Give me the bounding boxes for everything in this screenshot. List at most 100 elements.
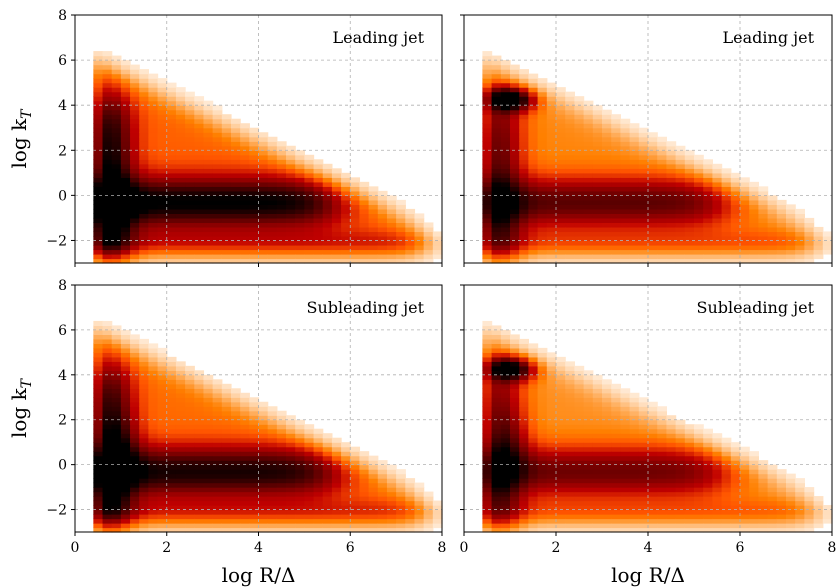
heatmap-cell [786, 514, 796, 520]
heatmap-cell [341, 500, 351, 506]
heatmap-cell [240, 204, 250, 210]
heatmap-cell [194, 514, 205, 520]
heatmap-cell [675, 231, 686, 237]
heatmap-cell [148, 347, 159, 353]
heatmap-cell [295, 482, 305, 488]
heatmap-cell [212, 487, 223, 493]
heatmap-cell [377, 249, 388, 255]
heatmap-cell [350, 464, 361, 470]
heatmap-cell [620, 177, 631, 183]
heatmap-cell [684, 460, 695, 466]
heatmap-cell [313, 469, 324, 475]
heatmap-cell [684, 217, 695, 224]
heatmap-cell [377, 469, 388, 475]
heatmap-cell [721, 455, 732, 461]
heatmap-cell [482, 78, 493, 84]
heatmap-cell [767, 491, 778, 497]
heatmap-cell [240, 397, 250, 403]
heatmap-cell [148, 451, 159, 457]
heatmap-cell [203, 208, 214, 214]
heatmap-cell [556, 379, 566, 385]
heatmap-cell [148, 190, 159, 196]
heatmap-cell [185, 141, 195, 147]
heatmap-cell [546, 361, 557, 367]
heatmap-cell [546, 172, 557, 178]
heatmap-cell [276, 419, 287, 425]
heatmap-cell [240, 482, 250, 488]
heatmap-cell [295, 199, 305, 205]
heatmap-cell [276, 253, 287, 260]
heatmap-cell [648, 401, 658, 407]
heatmap-cell [166, 249, 177, 255]
heatmap-cell [230, 258, 241, 264]
heatmap-cell [148, 523, 159, 529]
heatmap-cell [528, 181, 539, 187]
heatmap-cell [657, 419, 667, 425]
heatmap-cell [185, 150, 195, 156]
heatmap-cell [519, 109, 529, 115]
heatmap-cell [482, 91, 493, 97]
heatmap-cell [776, 505, 787, 511]
heatmap-cell [611, 518, 621, 524]
heatmap-cell [510, 123, 520, 129]
heatmap-cell [675, 527, 686, 533]
heatmap-cell [574, 482, 585, 488]
heatmap-cell [721, 253, 732, 260]
heatmap-cell [666, 500, 677, 506]
heatmap-cell [602, 190, 612, 196]
heatmap-cell [240, 478, 250, 484]
heatmap-cell [185, 500, 195, 506]
heatmap-cell [822, 240, 833, 246]
heatmap-cell [157, 91, 168, 97]
heatmap-cell [396, 231, 406, 237]
heatmap-cell [286, 186, 296, 192]
heatmap-cell [657, 213, 667, 219]
heatmap-cell [583, 388, 594, 394]
heatmap-cell [194, 154, 205, 160]
heatmap-cell [648, 136, 658, 142]
heatmap-cell [148, 509, 159, 515]
heatmap-cell [491, 424, 502, 430]
heatmap-cell [175, 208, 186, 214]
heatmap-cell [139, 154, 149, 160]
heatmap-cell [130, 91, 140, 97]
heatmap-cell [230, 388, 241, 394]
heatmap-cell [666, 231, 677, 237]
heatmap-cell [258, 509, 269, 515]
heatmap-cell [295, 509, 305, 515]
heatmap-cell [93, 388, 104, 394]
heatmap-cell [556, 114, 566, 120]
heatmap-cell [249, 491, 260, 497]
heatmap-cell [500, 415, 511, 421]
heatmap-cell [629, 136, 640, 142]
heatmap-cell [203, 505, 214, 511]
heatmap-cell [276, 172, 287, 178]
heatmap-cell [286, 424, 296, 430]
heatmap-cell [203, 523, 214, 529]
heatmap-cell [240, 240, 250, 246]
heatmap-cell [166, 118, 177, 124]
heatmap-cell [194, 383, 205, 389]
heatmap-cell [574, 451, 585, 457]
heatmap-cell [139, 365, 149, 371]
heatmap-cell [249, 249, 260, 255]
heatmap-cell [203, 451, 214, 457]
heatmap-cell [546, 379, 557, 385]
heatmap-cell [203, 195, 214, 201]
heatmap-cell [396, 487, 406, 493]
heatmap-cell [322, 163, 333, 169]
heatmap-cell [304, 235, 315, 242]
heatmap-cell [638, 491, 649, 497]
heatmap-cell [157, 365, 168, 371]
heatmap-cell [675, 186, 686, 192]
heatmap-cell [675, 235, 686, 242]
heatmap-cell [93, 329, 104, 335]
heatmap-cell [500, 154, 511, 160]
heatmap-cell [528, 150, 539, 156]
heatmap-cell [130, 379, 140, 385]
heatmap-cell [574, 258, 585, 264]
heatmap-cell [396, 518, 406, 524]
heatmap-cell [491, 347, 502, 353]
heatmap-cell [368, 199, 379, 205]
heatmap-cell [574, 204, 585, 210]
